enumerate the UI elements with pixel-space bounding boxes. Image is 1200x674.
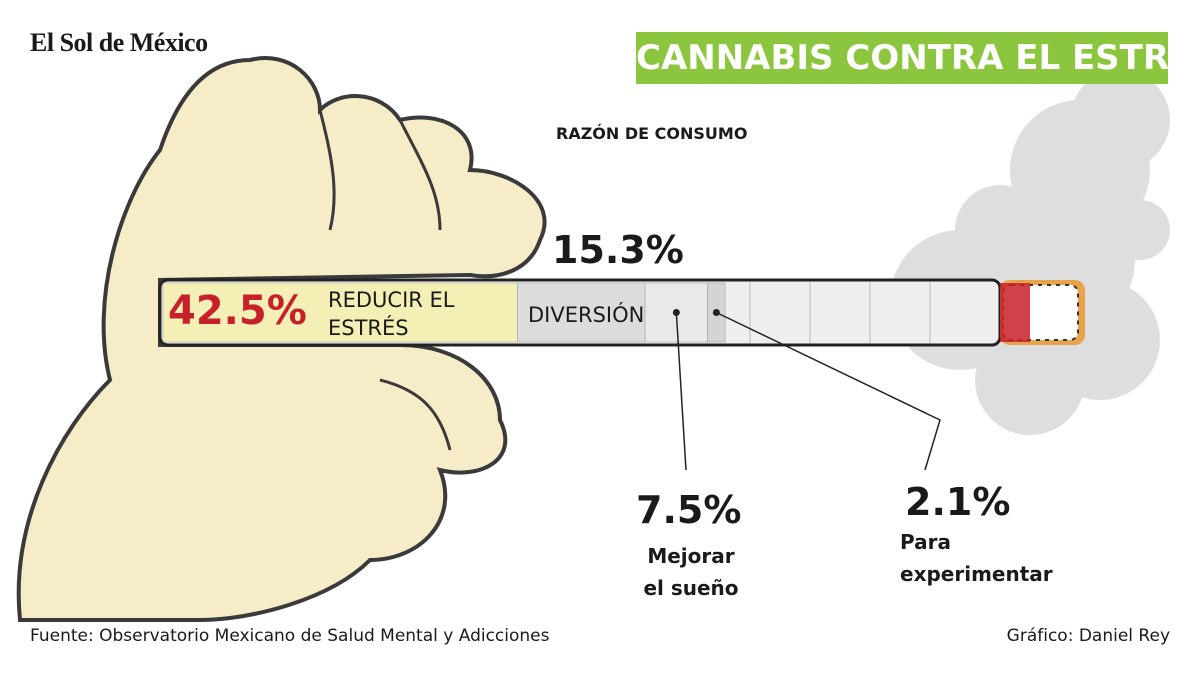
- source: Fuente: Observatorio Mexicano de Salud M…: [30, 626, 550, 646]
- value-label: 15.3%: [552, 228, 684, 272]
- segment: [162, 282, 518, 343]
- hand: [16, 56, 547, 622]
- smoke: [890, 70, 1170, 435]
- segment: [517, 282, 646, 343]
- category-label: Para experimentar: [900, 530, 1053, 586]
- value-label: 2.1%: [905, 480, 1011, 524]
- value-label: 42.5%: [168, 288, 307, 334]
- leader-line: [675, 312, 687, 471]
- credit: Gráfico: Daniel Rey: [1006, 626, 1170, 646]
- chart-subtitle: RAZÓN DE CONSUMO: [556, 124, 748, 143]
- category-label: DIVERSIÓN: [528, 303, 645, 327]
- leader-line: [716, 311, 941, 471]
- category-label: REDUCIR EL ESTRÉS: [328, 288, 455, 340]
- category-label: Mejorar el sueño: [643, 544, 739, 600]
- value-label: 7.5%: [636, 488, 742, 532]
- segments: [162, 282, 941, 471]
- logo: El Sol de México: [30, 28, 208, 57]
- chart-title: CANNABIS CONTRA EL ESTRÉS: [636, 32, 1200, 84]
